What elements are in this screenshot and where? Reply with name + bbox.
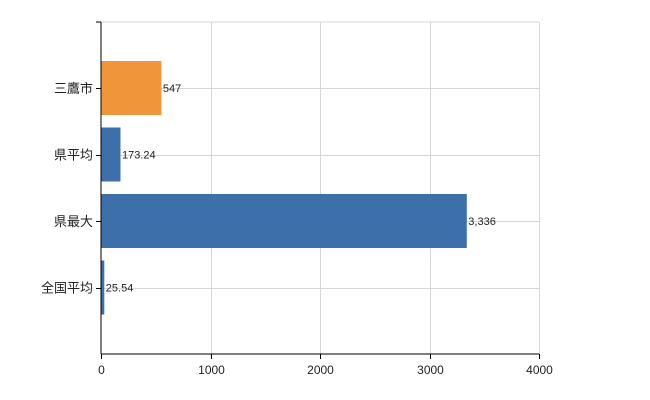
category-label: 県平均 [54, 149, 93, 164]
data-label: 547 [163, 83, 181, 95]
gridlines [101, 21, 540, 354]
bar [101, 61, 162, 115]
data-label: 173.24 [122, 150, 156, 162]
bar [101, 127, 121, 182]
category-label: 県最大 [54, 215, 93, 230]
data-label: 3,336 [468, 216, 496, 228]
bar [101, 260, 105, 315]
bar [101, 194, 467, 248]
x-tick-label: 0 [98, 363, 105, 377]
x-tick-label: 1000 [198, 363, 225, 377]
bars [101, 61, 467, 315]
category-label: 三鷹市 [54, 81, 93, 97]
x-tick-label: 3000 [417, 363, 444, 377]
x-tick-label: 4000 [526, 363, 553, 377]
x-tick-label: 2000 [307, 363, 334, 377]
labels: 0 1000 2000 3000 4000 三鷹市 547 県平均 173.24 県最大 3,336… [41, 21, 553, 377]
data-label: 25.54 [106, 283, 134, 295]
category-label: 全国平均 [41, 281, 93, 297]
